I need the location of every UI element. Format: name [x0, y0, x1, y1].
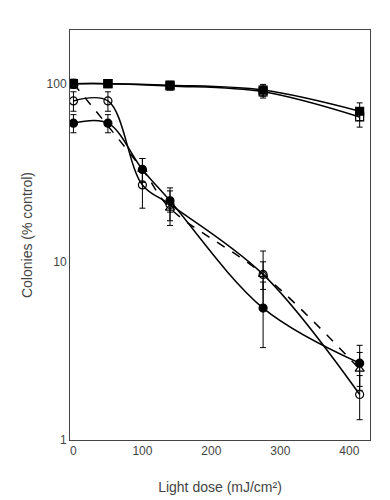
svg-text:400: 400 [339, 444, 359, 458]
svg-text:Light dose (mJ/cm²): Light dose (mJ/cm²) [158, 479, 282, 495]
svg-text:100: 100 [47, 77, 67, 91]
svg-text:Colonies (% control): Colonies (% control) [19, 172, 35, 298]
svg-text:1: 1 [60, 433, 67, 447]
svg-text:0: 0 [70, 444, 77, 458]
svg-text:100: 100 [132, 444, 152, 458]
svg-text:300: 300 [270, 444, 290, 458]
svg-text:200: 200 [201, 444, 221, 458]
svg-text:10: 10 [53, 255, 67, 269]
